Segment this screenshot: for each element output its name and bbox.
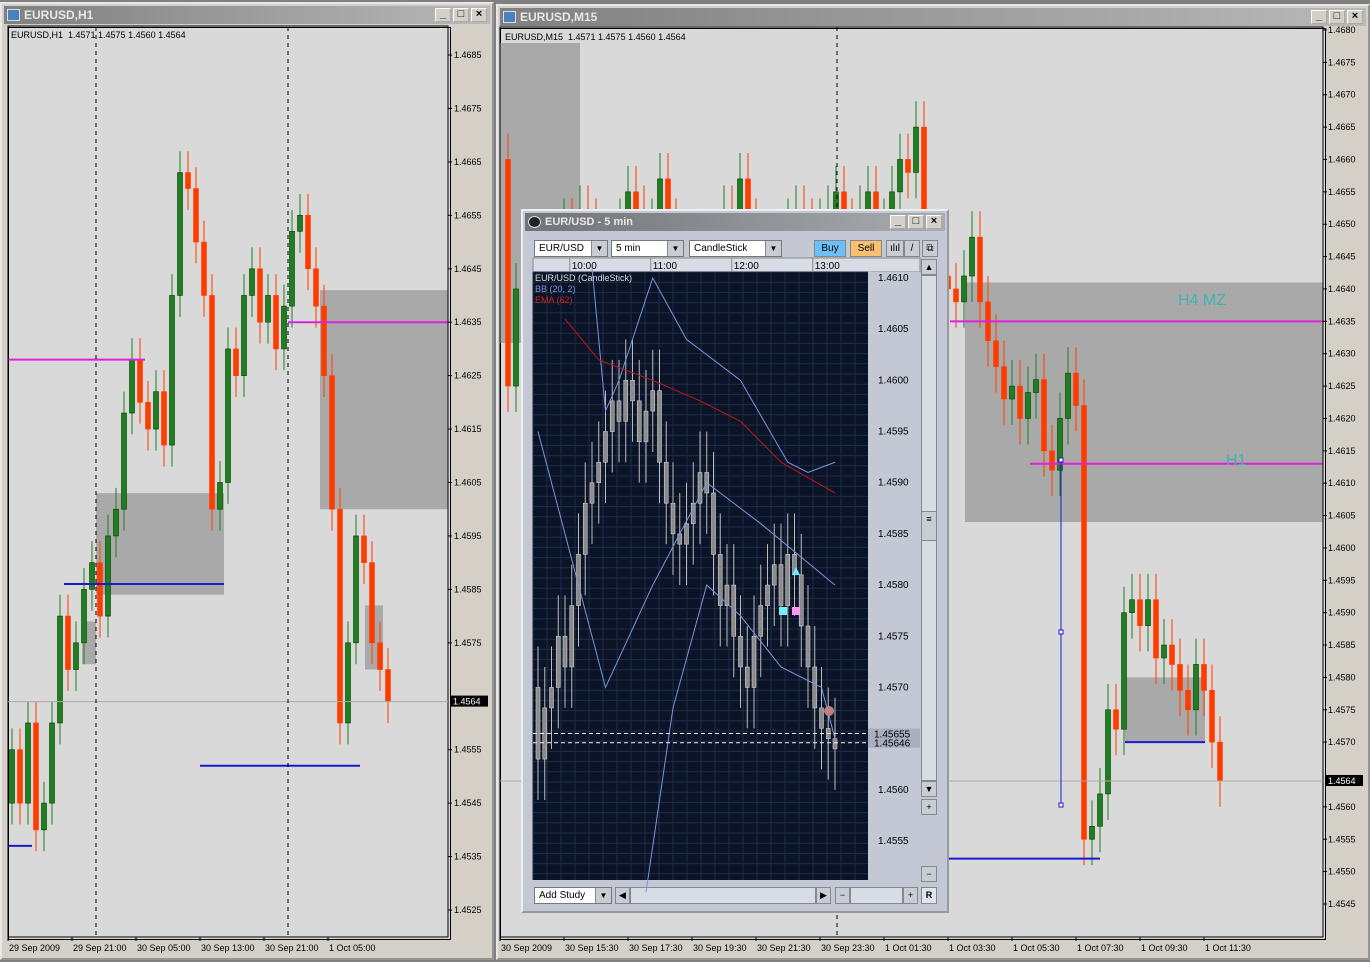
minimize-button[interactable]: _ <box>890 215 906 229</box>
buy-button[interactable]: Buy <box>814 240 846 257</box>
mini-chart-window: EUR/USD - 5 min _ □ × EUR/USD ▼ 5 min ▼ Cand… <box>521 209 949 913</box>
chevron-down-icon: ▼ <box>765 241 781 256</box>
h1-zone-label: H1 <box>1226 452 1247 469</box>
minimize-button[interactable]: _ <box>1311 10 1327 24</box>
reset-button[interactable]: R <box>921 887 937 904</box>
period-select[interactable]: 5 min ▼ <box>611 240 684 257</box>
chevron-down-icon: ▼ <box>595 888 611 903</box>
detach-window-icon[interactable]: ⧉ <box>922 240 938 257</box>
globe-icon <box>528 216 541 228</box>
scroll-down-button[interactable]: ▼ <box>921 781 937 797</box>
scroll-right-button[interactable]: ▶ <box>816 887 831 904</box>
symbol-select[interactable]: EUR/USD ▼ <box>534 240 608 257</box>
mini-title-bar[interactable]: EUR/USD - 5 min _ □ × <box>525 213 945 231</box>
scroll-thumb[interactable]: ≡ <box>921 511 937 541</box>
h4mz-label: H4 MZ <box>1178 292 1226 309</box>
mini-legend-main: EUR/USD (CandleStick) <box>535 273 633 283</box>
h1-ohlc-header: EURUSD,H1 1.4571 1.4575 1.4560 1.4564 <box>11 30 186 40</box>
horizontal-scrollbar[interactable] <box>630 887 816 904</box>
chart-type-value: CandleStick <box>694 243 748 254</box>
time-zoom-in-button[interactable]: + <box>903 887 918 904</box>
add-study-label: Add Study <box>539 890 586 901</box>
maximize-button[interactable]: □ <box>908 215 924 229</box>
draw-line-icon[interactable]: / <box>904 240 920 257</box>
zoom-out-button[interactable]: − <box>921 866 937 882</box>
minimize-button[interactable]: _ <box>435 8 451 22</box>
period-value: 5 min <box>616 243 641 254</box>
chevron-down-icon: ▼ <box>591 241 607 256</box>
mini-legend-bb: BB (20, 2) <box>535 284 576 294</box>
h1-chart-window: EURUSD,H1 _ □ × <box>0 2 494 960</box>
close-button[interactable]: × <box>1347 10 1363 24</box>
close-button[interactable]: × <box>926 215 942 229</box>
maximize-button[interactable]: □ <box>1329 10 1345 24</box>
chart-window-icon <box>503 11 516 23</box>
m15-title: EURUSD,M15 <box>520 10 598 24</box>
m15-title-bar[interactable]: EURUSD,M15 _ □ × <box>500 8 1366 26</box>
close-button[interactable]: × <box>471 8 487 22</box>
chart-window-icon <box>7 9 20 21</box>
scroll-left-button[interactable]: ◀ <box>615 887 630 904</box>
time-zoom-slider[interactable] <box>850 887 903 904</box>
scroll-up-button[interactable]: ▲ <box>921 259 937 275</box>
bar-style-icon[interactable]: ılıl <box>886 240 904 257</box>
h1-plot-area[interactable] <box>8 27 451 940</box>
time-zoom-out-button[interactable]: − <box>835 887 850 904</box>
sell-button[interactable]: Sell <box>850 240 882 257</box>
maximize-button[interactable]: □ <box>453 8 469 22</box>
m15-ohlc-header: EURUSD,M15 1.4571 1.4575 1.4560 1.4564 <box>505 32 686 42</box>
mini-title: EUR/USD - 5 min <box>545 216 634 228</box>
h1-title-bar[interactable]: EURUSD,H1 _ □ × <box>4 6 490 24</box>
mini-legend-ema: EMA (62) <box>535 295 573 305</box>
add-study-select[interactable]: Add Study ▼ <box>534 887 612 904</box>
h1-title: EURUSD,H1 <box>24 8 94 22</box>
symbol-value: EUR/USD <box>539 243 585 254</box>
chevron-down-icon: ▼ <box>667 241 683 256</box>
chart-type-select[interactable]: CandleStick ▼ <box>689 240 782 257</box>
zoom-in-button[interactable]: + <box>921 799 937 815</box>
